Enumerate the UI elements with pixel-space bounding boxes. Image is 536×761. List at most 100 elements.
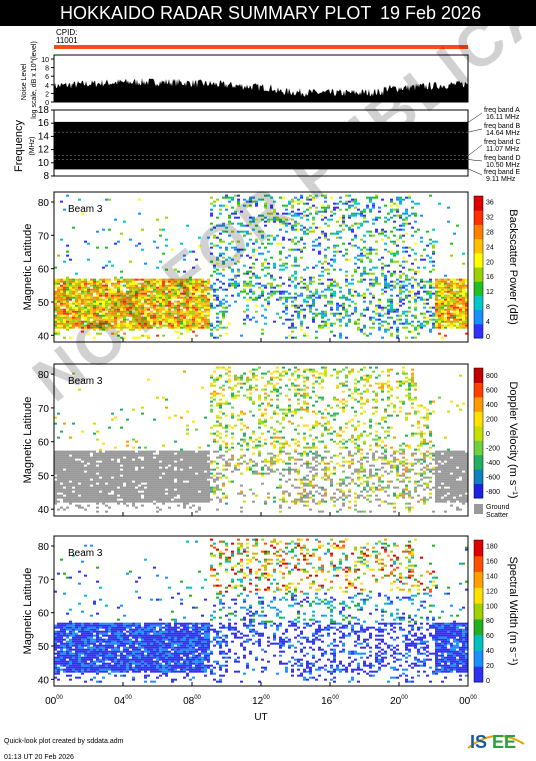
- freq-band-leader: [467, 168, 483, 176]
- colorbar-tick-label: 20: [486, 663, 494, 670]
- colorbar-segment: [474, 483, 483, 499]
- ylabel: Magnetic Latitude: [22, 224, 34, 311]
- noise-ytick-label: 0: [45, 100, 49, 107]
- colorbar-segment: [474, 396, 483, 412]
- cpid-label: CPID: 11001: [56, 29, 78, 45]
- noise-level-trace: [54, 78, 468, 102]
- colorbar-tick-label: -200: [486, 445, 500, 452]
- ytick-label: 60: [38, 265, 50, 276]
- colorbar-segment: [474, 454, 483, 470]
- colorbar-tick-label: 20: [486, 259, 494, 266]
- xtick-label: 1600: [321, 695, 339, 707]
- ytick-label: 50: [38, 298, 50, 309]
- panel-power: 40 50 60 70 80 Beam 3 Magnetic Latitude 0 4 8 12 16…: [22, 191, 519, 343]
- freq-band-value: 14.64 MHz: [486, 130, 520, 137]
- colorbar-tick-label: 60: [486, 633, 494, 640]
- colorbar-segment: [474, 252, 483, 268]
- colorbar-segment: [474, 281, 483, 296]
- ytick-label: 70: [38, 575, 50, 586]
- beam-label: Beam 3: [68, 204, 103, 215]
- ytick-label: 50: [38, 471, 50, 482]
- freq-band-name: freq band D: [484, 155, 521, 162]
- cpid-color-bar: [54, 45, 468, 49]
- colorbar-tick-label: 40: [486, 648, 494, 655]
- noise-ytick-label: 10: [41, 57, 49, 64]
- colorbar-segment: [474, 210, 483, 225]
- beam-label: Beam 3: [68, 376, 103, 387]
- ytick-label: 40: [38, 675, 50, 686]
- noise-ytick-label: 4: [45, 83, 49, 90]
- colorbar-label: Spectral Width (m s⁻¹): [507, 556, 519, 665]
- ytick-label: 80: [38, 198, 50, 209]
- colorbar-segment: [474, 382, 483, 398]
- freq-band-value: 16.11 MHz: [486, 114, 520, 121]
- colorbar-segment: [474, 267, 483, 282]
- plot-title: HOKKAIDO RADAR SUMMARY PLOT: [60, 3, 372, 23]
- noise-ytick-label: 2: [45, 91, 49, 98]
- xtick-label: 0000: [459, 695, 477, 707]
- beam-label: Beam 3: [68, 548, 103, 559]
- cpid-key: CPID:: [56, 28, 78, 37]
- freq-ytick-label: 18: [38, 105, 50, 116]
- colorbar-segment: [474, 425, 483, 441]
- ytick-label: 80: [38, 542, 50, 553]
- colorbar-segment: [474, 555, 483, 573]
- colorbar-frame: [473, 195, 484, 339]
- colorbar-label: Backscatter Power (dB): [507, 209, 519, 325]
- colorbar-frame: [473, 539, 484, 683]
- colorbar-tick-label: 200: [486, 417, 498, 424]
- colorbar-tick-label: 12: [486, 289, 494, 296]
- ytick-label: 40: [38, 505, 50, 516]
- colorbar-tick-label: 32: [486, 214, 494, 221]
- xtick-label: 0400: [114, 695, 132, 707]
- panel-velocity: 40 50 60 70 80 Beam 3 Magnetic Latitude 800 600 4…: [22, 363, 519, 519]
- colorbar-tick-label: -400: [486, 460, 500, 467]
- ytick-label: 60: [38, 438, 50, 449]
- colorbar-segment: [474, 650, 483, 667]
- colorbar-segment: [474, 295, 483, 311]
- colorbar-tick-label: 600: [486, 388, 498, 395]
- footer-credit: Quick-look plot created by sddata.adm: [4, 738, 124, 745]
- isee-logo: IS EE: [467, 732, 525, 752]
- freq-band-leader: [467, 159, 483, 162]
- xtick-label: 1200: [252, 695, 270, 707]
- xtick-label: 0000: [45, 695, 63, 707]
- freq-band-value: 11.07 MHz: [486, 146, 520, 153]
- colorbar-segment: [474, 224, 483, 240]
- colorbar-tick-label: 0: [486, 431, 490, 438]
- colorbar-tick-label: 24: [486, 244, 494, 251]
- ground-scatter-label: Ground: [486, 504, 509, 511]
- colorbar-tick-label: 180: [486, 543, 498, 550]
- freq-band-value: 10.50 MHz: [486, 162, 520, 169]
- colorbar-tick-label: 140: [486, 573, 498, 580]
- colorbar-tick-label: 80: [486, 618, 494, 625]
- colorbar-tick-label: -800: [486, 489, 500, 496]
- colorbar-tick-label: 160: [486, 558, 498, 565]
- ytick-label: 80: [38, 370, 50, 381]
- colorbar-segment: [474, 469, 483, 485]
- colorbar-segment: [474, 634, 483, 651]
- freq-ylabel: Frequency: [13, 120, 25, 172]
- ground-scatter-swatch: [474, 504, 483, 514]
- panel-width: 40 50 60 70 80 Beam 3 Magnetic Latitude 0 20 40 60…: [22, 535, 519, 687]
- freq-band-name: freq band C: [484, 139, 521, 146]
- freq-ytick-label: 10: [38, 158, 50, 169]
- freq-band-block: [54, 121, 468, 170]
- noise-ylabel: Noise Level: [21, 63, 28, 100]
- ytick-label: 70: [38, 404, 50, 415]
- colorbar-tick-label: 0: [486, 334, 490, 341]
- freq-ytick-label: 12: [38, 145, 50, 156]
- freq-band-leader: [467, 128, 483, 133]
- freq-ytick-label: 16: [38, 118, 50, 129]
- colorbar-frame: [473, 367, 484, 499]
- ytick-label: 40: [38, 331, 50, 342]
- cpid-value: 11001: [56, 36, 78, 45]
- colorbar-segment: [474, 196, 483, 211]
- colorbar-segment: [474, 587, 483, 604]
- colorbar-tick-label: -600: [486, 474, 500, 481]
- colorbar-tick-label: 800: [486, 373, 498, 380]
- colorbar-segment: [474, 411, 483, 427]
- colorbar-segment: [474, 603, 483, 620]
- ytick-label: 50: [38, 642, 50, 653]
- colorbar-tick-label: 400: [486, 402, 498, 409]
